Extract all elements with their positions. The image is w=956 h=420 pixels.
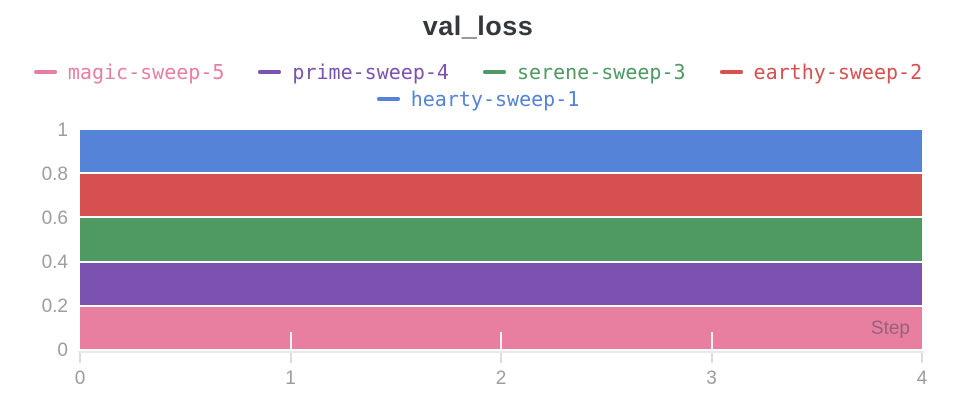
legend-dash-icon [719, 70, 743, 74]
y-tick-label: 0 [57, 340, 68, 361]
stacked-area-bands [80, 130, 922, 350]
legend-label: serene-sweep-3 [516, 60, 686, 84]
x-tick-mark [79, 353, 81, 363]
y-tick-label: 1 [57, 120, 68, 141]
legend-dash-icon [482, 70, 506, 74]
legend-label: hearty-sweep-1 [410, 87, 580, 111]
legend-row-1: magic-sweep-5 prime-sweep-4 serene-sweep… [33, 60, 923, 84]
legend-item-magic-sweep-5[interactable]: magic-sweep-5 [33, 60, 225, 84]
x-tick-label: 0 [74, 368, 86, 389]
area-band-hearty-sweep-1 [80, 130, 922, 173]
x-tick-mark [710, 332, 713, 349]
y-axis-tick-labels: 1 0.8 0.6 0.4 0.2 0 [0, 0, 68, 420]
legend-row-2: hearty-sweep-1 [376, 87, 580, 111]
legend-item-serene-sweep-3[interactable]: serene-sweep-3 [482, 60, 686, 84]
legend-item-hearty-sweep-1[interactable]: hearty-sweep-1 [376, 87, 580, 111]
x-axis-ticks [79, 353, 923, 363]
x-tick-mark [500, 332, 502, 349]
legend-item-prime-sweep-4[interactable]: prime-sweep-4 [258, 60, 449, 84]
x-tick-mark [289, 332, 292, 349]
area-band-prime-sweep-4 [80, 262, 922, 305]
legend-dash-icon [376, 97, 400, 101]
x-tick-label: 1 [285, 368, 296, 389]
x-tick-mark [289, 353, 292, 363]
legend-label: magic-sweep-5 [67, 60, 225, 84]
x-axis-line [78, 351, 924, 353]
chart-title: val_loss [422, 11, 534, 41]
legend-dash-icon [33, 70, 57, 74]
y-tick-label: 0.2 [41, 296, 68, 317]
legend-label: prime-sweep-4 [292, 60, 449, 84]
y-tick-label: 0.6 [41, 208, 68, 229]
legend-dash-icon [258, 70, 282, 74]
x-tick-mark [500, 353, 502, 363]
x-axis-tick-labels: 0 1 2 3 4 [75, 367, 928, 391]
x-tick-mark [921, 353, 923, 363]
area-band-earthy-sweep-2 [80, 174, 922, 217]
y-tick-label: 0.8 [41, 164, 68, 185]
x-tick-label: 4 [916, 368, 928, 389]
chart-legend: magic-sweep-5 prime-sweep-4 serene-sweep… [0, 60, 956, 111]
x-axis-title: Step [870, 318, 910, 339]
x-tick-label: 3 [706, 368, 717, 389]
x-tick-mark [710, 353, 713, 363]
legend-item-earthy-sweep-2[interactable]: earthy-sweep-2 [719, 60, 923, 84]
x-tick-label: 2 [495, 368, 507, 389]
y-tick-label: 0.4 [41, 252, 68, 273]
legend-label: earthy-sweep-2 [753, 60, 923, 84]
plot-area: Step [80, 130, 922, 350]
area-band-serene-sweep-3 [80, 218, 922, 261]
